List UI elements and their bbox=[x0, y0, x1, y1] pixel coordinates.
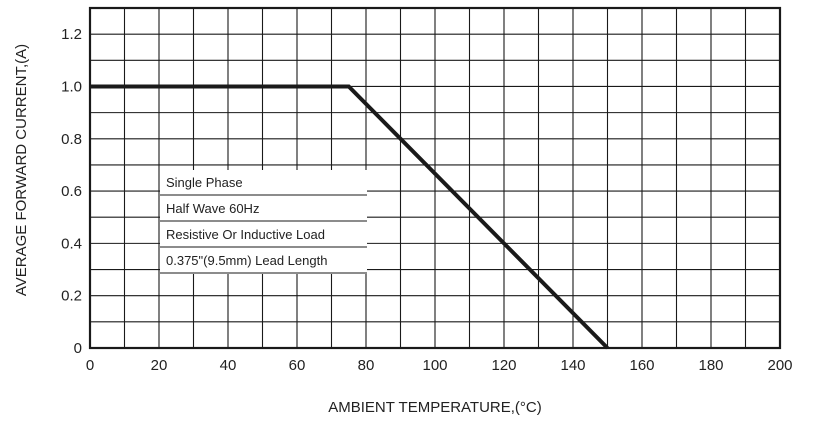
x-tick-label: 60 bbox=[289, 357, 306, 374]
x-tick-label: 0 bbox=[86, 357, 94, 374]
x-tick-label: 180 bbox=[698, 357, 723, 374]
y-tick-label: 0.4 bbox=[61, 235, 82, 252]
y-tick-label: 0 bbox=[74, 340, 82, 357]
annotation-line: Resistive Or Inductive Load bbox=[166, 227, 325, 242]
x-tick-label: 100 bbox=[422, 357, 447, 374]
annotation-background bbox=[160, 170, 367, 274]
y-axis-title: AVERAGE FORWARD CURRENT,(A) bbox=[13, 44, 30, 296]
plot-frame bbox=[88, 6, 782, 350]
y-tick-label: 1.0 bbox=[61, 78, 82, 95]
annotation-line: Single Phase bbox=[166, 175, 243, 190]
x-tick-label: 120 bbox=[491, 357, 516, 374]
series-layer bbox=[90, 84, 609, 350]
y-tick-label: 0.8 bbox=[61, 131, 82, 148]
annotation-line: Half Wave 60Hz bbox=[166, 201, 259, 216]
y-tick-label: 1.2 bbox=[61, 26, 82, 43]
plot-border bbox=[88, 6, 782, 350]
y-tick-label: 0.6 bbox=[61, 183, 82, 200]
y-tick-labels: 0 0.2 0.4 0.6 0.8 1.0 1.2 bbox=[61, 26, 82, 357]
annotation-line: 0.375"(9.5mm) Lead Length bbox=[166, 253, 327, 268]
x-tick-label: 40 bbox=[220, 357, 237, 374]
derating-curve bbox=[90, 84, 609, 350]
x-axis-title: AMBIENT TEMPERATURE,(°C) bbox=[328, 399, 542, 416]
x-tick-label: 80 bbox=[358, 357, 375, 374]
x-tick-label: 160 bbox=[629, 357, 654, 374]
x-tick-label: 20 bbox=[151, 357, 168, 374]
x-tick-label: 140 bbox=[560, 357, 585, 374]
y-tick-label: 0.2 bbox=[61, 288, 82, 305]
annotation-box: Single Phase Half Wave 60Hz Resistive Or I… bbox=[160, 170, 367, 274]
x-tick-labels: 0 20 40 60 80 100 120 140 160 180 200 bbox=[86, 357, 793, 374]
x-tick-label: 200 bbox=[767, 357, 792, 374]
